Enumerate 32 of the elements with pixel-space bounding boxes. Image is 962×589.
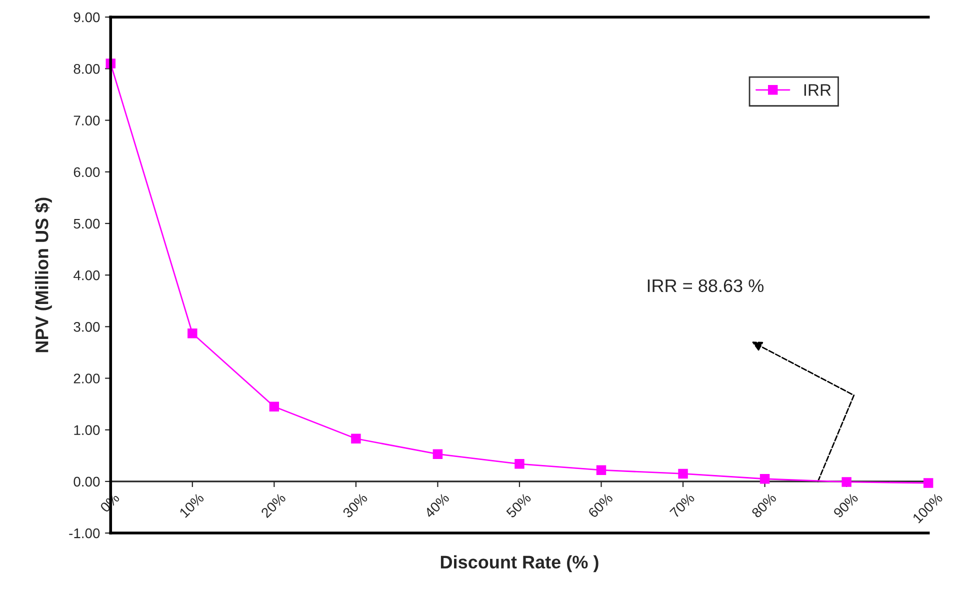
legend-label: IRR: [804, 84, 831, 96]
annotation: IRR = 88.63 %: [648, 279, 764, 292]
y-tick-label: 7.00: [74, 116, 100, 126]
point: [678, 468, 688, 479]
x-tick-label: 40%: [424, 492, 450, 519]
point: [514, 459, 524, 469]
point: [432, 449, 443, 459]
point: [269, 402, 280, 412]
x-tick-label: 90%: [832, 492, 859, 518]
y-tick-label: 9.00: [74, 12, 100, 22]
point: [596, 465, 606, 475]
point: [923, 478, 934, 488]
x-tick-label: 50%: [506, 492, 532, 518]
y-tick-label: 1.00: [74, 425, 100, 436]
point: [842, 477, 852, 487]
y-tick-label: 6.00: [74, 167, 100, 178]
point: [188, 328, 198, 338]
y-tick-label: 8.00: [74, 64, 100, 74]
y-tick-label: 2.00: [74, 374, 100, 384]
x-tick-label: 80%: [751, 492, 777, 518]
y-tick-label: 0.00: [74, 476, 100, 487]
x-tick-label: 70%: [669, 492, 696, 518]
y-tick-label: 5.00: [74, 218, 100, 229]
x-tick-label: 30%: [342, 492, 368, 518]
point: [760, 474, 770, 484]
y-tick-label: -1.00: [69, 528, 100, 538]
y-tick-label: 4.00: [74, 270, 100, 280]
y-tick-label: 3.00: [74, 322, 100, 332]
y-axis-title: NPV (Million US $): [34, 198, 52, 352]
x-axis-title: Discount Rate (% ): [440, 555, 598, 572]
point: [351, 434, 361, 444]
x-tick-label: 60%: [588, 492, 614, 518]
